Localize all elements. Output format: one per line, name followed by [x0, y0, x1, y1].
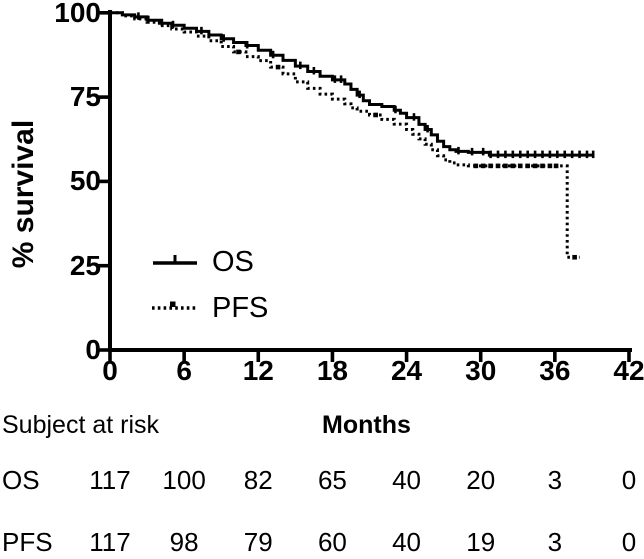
y-tick-label: 0	[85, 334, 101, 365]
risk-row-label-os: OS	[2, 465, 40, 495]
risk-value: 117	[89, 465, 131, 495]
x-tick-label: 0	[102, 355, 118, 386]
risk-value: 3	[547, 527, 563, 557]
censor-mark-pfs	[373, 112, 378, 118]
curve-pfs	[110, 11, 580, 259]
risk-row-label-pfs: PFS	[2, 527, 53, 557]
y-tick-label: 100	[54, 0, 101, 28]
censor-mark-pfs	[275, 64, 281, 70]
risk-value: 60	[317, 527, 347, 557]
x-tick-label: 12	[242, 355, 274, 386]
censor-mark-pfs	[236, 49, 241, 55]
x-tick-label: 36	[539, 355, 571, 386]
subjects-at-risk-label: Subject at risk	[2, 411, 160, 439]
legend-label-pfs: PFS	[212, 292, 269, 324]
risk-value: 40	[392, 465, 422, 495]
legend-label-os: OS	[212, 246, 254, 278]
x-tick-label: 18	[316, 355, 348, 386]
risk-value: 82	[243, 465, 273, 495]
censor-mark-pfs	[480, 163, 486, 169]
censor-mark-pfs	[525, 163, 530, 169]
x-tick-label: 42	[613, 355, 644, 386]
censor-mark-pfs	[547, 163, 553, 169]
censor-mark-pfs	[517, 163, 523, 169]
risk-value: 117	[89, 527, 131, 557]
y-tick-label: 75	[69, 81, 101, 113]
risk-value: 100	[162, 465, 206, 495]
risk-value: 40	[392, 527, 422, 557]
censor-mark-pfs	[540, 163, 545, 169]
x-tick-label: 6	[176, 355, 192, 386]
censor-mark-pfs	[532, 163, 538, 169]
risk-value: 0	[621, 527, 637, 557]
risk-value: 65	[317, 465, 347, 495]
y-tick-label: 25	[69, 249, 101, 281]
x-tick-label: 24	[390, 355, 423, 386]
risk-value: 19	[466, 527, 496, 557]
curve-os	[110, 11, 595, 157]
censor-mark-pfs	[495, 163, 501, 169]
censor-mark-pfs	[572, 254, 577, 260]
censor-mark-pfs	[510, 163, 516, 169]
y-tick-label: 50	[69, 165, 101, 197]
censor-mark-pfs	[503, 163, 508, 169]
censor-mark-pfs	[488, 163, 493, 169]
legend-pfs-marker	[170, 301, 176, 307]
censor-mark-pfs	[473, 163, 479, 169]
risk-value: 0	[621, 465, 637, 495]
risk-value: 3	[547, 465, 563, 495]
risk-value: 98	[169, 527, 199, 557]
censor-mark-pfs	[553, 163, 559, 169]
x-axis-title: Months	[322, 411, 411, 439]
risk-value: 20	[466, 465, 496, 495]
risk-value: 79	[243, 527, 273, 557]
x-tick-label: 30	[465, 355, 497, 386]
